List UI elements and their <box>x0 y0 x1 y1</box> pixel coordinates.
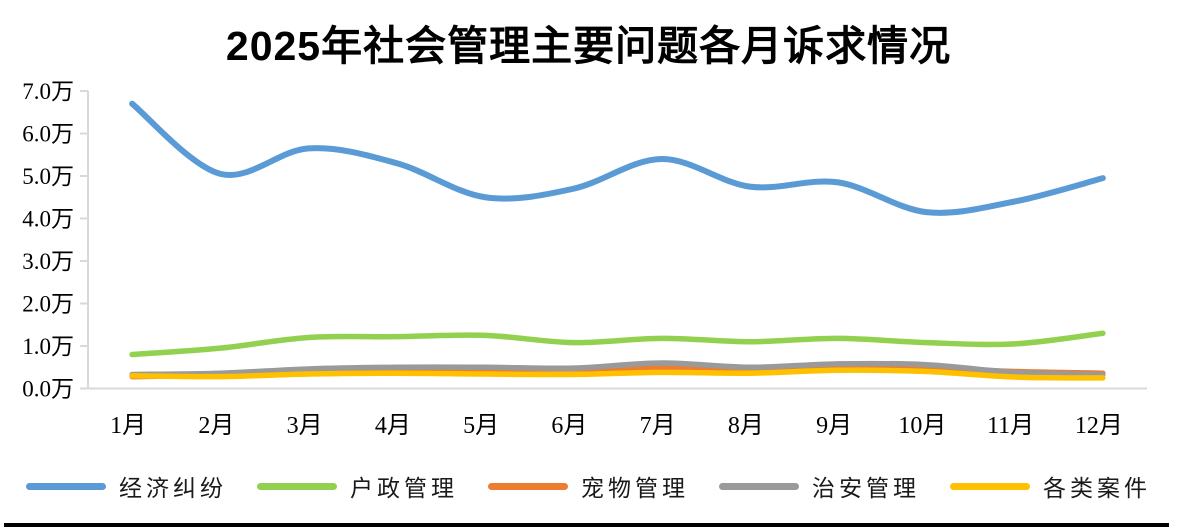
x-axis-label: 1月 <box>110 413 146 439</box>
series-line-2 <box>129 330 1106 358</box>
legend-line-swatch <box>950 482 1030 490</box>
x-axis-label: 8月 <box>728 413 764 439</box>
legend-label: 治安管理 <box>812 476 920 501</box>
x-axis-label: 12月 <box>1075 413 1123 439</box>
legend-line-swatch <box>257 482 337 490</box>
y-axis-label: 3.0万 <box>22 249 74 274</box>
legend-item-1: 经济纠纷 <box>26 469 227 503</box>
x-axis-label: 6月 <box>551 413 587 439</box>
legend-item-4: 治安管理 <box>719 469 920 503</box>
series-line-5 <box>129 367 1106 381</box>
x-axis-label: 4月 <box>375 413 411 439</box>
legend-label: 宠物管理 <box>581 476 689 501</box>
y-axis-label: 6.0万 <box>22 122 74 147</box>
x-axis-label: 7月 <box>640 413 676 439</box>
legend-label: 户政管理 <box>350 476 458 501</box>
bottom-border-line <box>4 523 1169 527</box>
legend-label: 各类案件 <box>1043 476 1151 501</box>
y-axis-label: 2.0万 <box>22 292 74 317</box>
x-axis-label: 3月 <box>287 413 323 439</box>
legend-item-5: 各类案件 <box>950 469 1151 503</box>
y-axis-label: 5.0万 <box>22 164 74 189</box>
x-axis-label: 9月 <box>816 413 852 439</box>
x-axis-label: 10月 <box>898 413 946 439</box>
chart-legend: 经济纠纷 户政管理 宠物管理 治安管理 各类案件 <box>0 469 1177 503</box>
y-axis-label: 1.0万 <box>22 334 74 359</box>
x-axis-label: 2月 <box>198 413 234 439</box>
legend-line-swatch <box>26 482 106 490</box>
legend-label: 经济纠纷 <box>119 476 227 501</box>
y-axis-label: 7.0万 <box>22 79 74 104</box>
chart-title: 2025年社会管理主要问题各月诉求情况 <box>225 23 952 69</box>
legend-line-swatch <box>719 482 799 490</box>
series-line-1 <box>129 100 1106 216</box>
x-axis-label: 5月 <box>463 413 499 439</box>
y-axis-label: 0.0万 <box>22 377 74 402</box>
y-axis-label: 4.0万 <box>22 207 74 232</box>
x-axis-label: 11月 <box>987 413 1034 439</box>
legend-item-2: 户政管理 <box>257 469 458 503</box>
legend-line-swatch <box>488 482 568 490</box>
series-line-4 <box>129 360 1106 378</box>
legend-item-3: 宠物管理 <box>488 469 689 503</box>
